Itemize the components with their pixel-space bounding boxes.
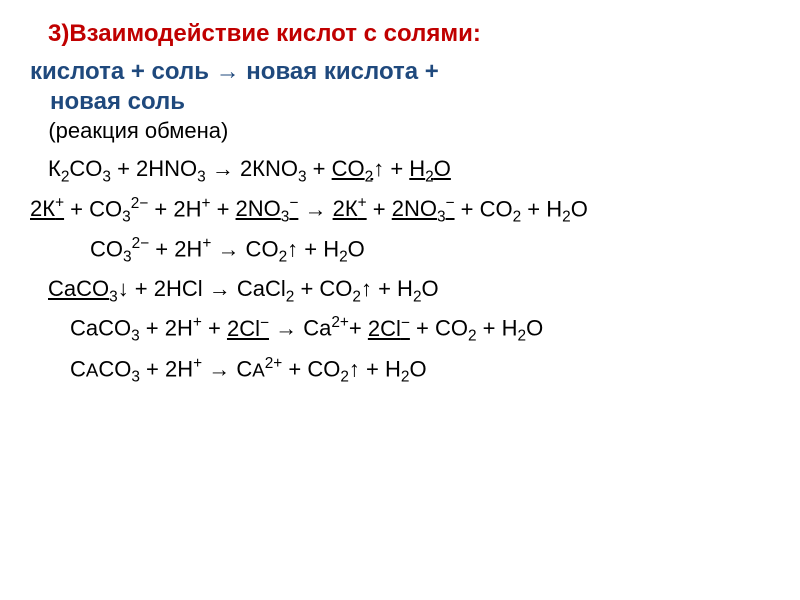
section-title: 3)Взаимодействие кислот с солями:: [30, 20, 770, 48]
chem-eq-3: CO32− + 2H+ → CO2↑ + H2O: [90, 233, 770, 268]
reaction-type-text: (реакция обмена): [48, 118, 228, 143]
reaction-type-label: (реакция обмена): [30, 118, 770, 144]
chem-eq-5: CaCO3 + 2H+ + 2Cl− → Ca2++ 2Cl− + CO2 + …: [70, 312, 770, 347]
chem-eq-4: CaCO3↓ + 2HCl → CaCl2 + CO2↑ + H2O: [30, 274, 770, 308]
chem-eq-1: К2CO3 + 2HNO3 → 2КNO3 + CO2↑ + H2O: [30, 154, 770, 188]
word-equation-line-1: кислота + соль → новая кислота +: [30, 58, 770, 86]
title-text: 3)Взаимодействие кислот с солями:: [48, 20, 481, 47]
word-equation-line-2: новая соль: [50, 88, 770, 116]
chem-eq-6: CACO3 + 2H+ → CA2+ + CO2↑ + H2O: [70, 353, 770, 388]
chem-eq-2: 2К+ + CO32− + 2H+ + 2NO3− → 2К+ + 2NO3− …: [30, 193, 770, 228]
